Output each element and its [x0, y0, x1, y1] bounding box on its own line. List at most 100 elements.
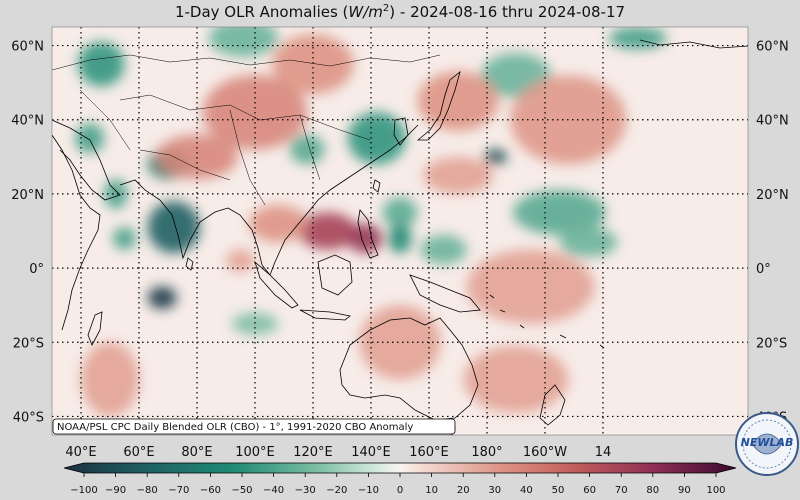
coastline-korea [393, 117, 409, 146]
coastline-africa [52, 134, 101, 331]
longitude-label: 80°E [181, 445, 212, 460]
latitude-label-right: 0° [756, 262, 771, 277]
latitude-label-left: 0° [29, 262, 44, 277]
anomaly-region-0 [147, 201, 200, 254]
colorbar-tick-label: 20 [457, 485, 470, 496]
coastline-australia [339, 317, 479, 421]
coastline-bering [639, 39, 748, 49]
anomaly-region-1 [147, 286, 177, 309]
anomaly-region-8 [75, 123, 105, 154]
colorbar-tick-label: −100 [70, 485, 97, 496]
coastline-philippines [357, 209, 379, 259]
anomaly-region-22 [156, 134, 238, 180]
colorbar-tick-label: −30 [295, 485, 316, 496]
anomaly-region-5 [289, 134, 325, 165]
borders-asia [52, 54, 441, 206]
coastline-newzealand [539, 384, 566, 426]
anomaly-region-24 [272, 34, 354, 94]
colorbar-ramp [63, 462, 737, 474]
colorbar-tick-label: −60 [200, 485, 221, 496]
coastline-java [299, 309, 351, 321]
colorbar: −100 −90 −80 −70 −60 −50 −40 −30 −20 −10 0 10 20 30 40… [63, 462, 737, 496]
colorbar-tick-label: 100 [706, 485, 725, 496]
anomaly-field [75, 27, 667, 417]
longitude-label: 40°E [65, 445, 96, 460]
anomaly-region-4 [347, 112, 406, 165]
coastline-madagascar [87, 311, 103, 346]
coastline-srilanka [185, 257, 194, 271]
coastlines [52, 39, 748, 435]
longitude-label: 160°W [523, 445, 567, 460]
coastline-seasia [227, 124, 419, 276]
anomaly-region-9 [382, 197, 418, 228]
anomaly-region-25 [417, 71, 499, 131]
colorbar-tick-label: 50 [552, 485, 565, 496]
latitude-labels: 60°N 60°N 40°N 40°N 20°N 20°N 0° 0° 20°S 20°S 40°S… [11, 40, 789, 426]
anomaly-region-19 [298, 212, 357, 250]
anomaly-region-29 [463, 345, 569, 413]
colorbar-tick-label: −90 [105, 485, 126, 496]
source-note-text: NOAA/PSL CPC Daily Blended OLR (CBO) - 1… [57, 422, 413, 433]
latitude-label-right: 20°S [756, 336, 787, 351]
anomaly-region-17 [104, 179, 128, 209]
logo-inner-ring [742, 419, 792, 469]
longitude-label: 160°E [409, 445, 449, 460]
colorbar-tick-label: 10 [425, 485, 438, 496]
longitude-label: 14 [595, 445, 612, 460]
colorbar-tick-label: −70 [168, 485, 189, 496]
anomaly-region-21 [249, 205, 308, 243]
anomaly-region-11 [513, 190, 606, 235]
latitude-label-left: 60°N [11, 40, 44, 55]
latitude-label-left: 20°N [11, 188, 44, 203]
coastline-taiwan [372, 179, 381, 193]
anomaly-region-13 [608, 27, 667, 50]
anomaly-region-16 [388, 223, 412, 254]
anomaly-region-7 [78, 41, 125, 87]
latitude-label-left: 40°S [13, 410, 44, 425]
colorbar-tick-label: 60 [583, 485, 596, 496]
colorbar-tick-label: −80 [137, 485, 158, 496]
anomaly-region-32 [226, 249, 255, 272]
anomaly-region-15 [231, 312, 279, 335]
coastline-arabia [52, 119, 121, 201]
anomaly-region-14 [112, 227, 137, 250]
longitude-label: 100°E [235, 445, 275, 460]
anomaly-region-27 [466, 249, 595, 324]
coastline-india [119, 179, 229, 260]
anomaly-region-31 [423, 156, 493, 194]
coastline-borneo [317, 254, 353, 296]
figure-title: 1-Day OLR Anomalies (W/m2) - 2024-08-16 … [175, 3, 625, 21]
longitude-label: 140°E [351, 445, 391, 460]
colorbar-ticks: −100 −90 −80 −70 −60 −50 −40 −30 −20 −10 0 10 20 30 40… [70, 473, 726, 496]
latitude-label-right: 40°N [756, 114, 789, 129]
longitude-label: 180° [471, 445, 502, 460]
colorbar-tick-label: −40 [263, 485, 284, 496]
colorbar-tick-label: 90 [678, 485, 691, 496]
colorbar-tick-label: 70 [615, 485, 628, 496]
colorbar-tick-label: 40 [520, 485, 533, 496]
coastline-newguinea [409, 274, 481, 313]
colorbar-tick-label: 0 [397, 485, 403, 496]
anomaly-region-28 [359, 305, 441, 380]
anomaly-region-12 [559, 227, 618, 257]
source-note-box [52, 418, 456, 435]
longitude-label: 60°E [123, 445, 154, 460]
coastline-pacific-islands [489, 294, 605, 349]
colorbar-tick-label: 30 [488, 485, 501, 496]
latitude-label-left: 20°S [13, 336, 44, 351]
latitude-label-right: 20°N [756, 188, 789, 203]
latitude-label-right: 60°N [756, 40, 789, 55]
newlab-logo: NEWLAB [735, 412, 799, 476]
longitude-label: 120°E [293, 445, 333, 460]
anomaly-region-20 [347, 223, 383, 254]
anomaly-region-30 [81, 342, 139, 417]
colorbar-tick-label: 80 [646, 485, 659, 496]
colorbar-tick-label: −10 [358, 485, 379, 496]
colorbar-tick-label: −50 [231, 485, 252, 496]
source-note: NOAA/PSL CPC Daily Blended OLR (CBO) - 1… [52, 418, 456, 435]
graticule [52, 27, 748, 435]
logo-globe-icon [751, 433, 783, 455]
coastline-japan [416, 70, 461, 141]
anomaly-region-3 [484, 149, 508, 165]
